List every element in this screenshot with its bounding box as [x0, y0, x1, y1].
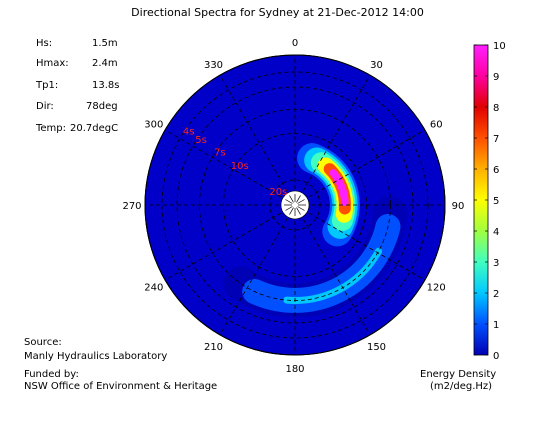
direction-labels: 0 30 60 90 120 150 180 210 240 270 300 330 — [122, 38, 464, 375]
period-tick-label: 5s — [195, 135, 207, 146]
primary-swell-band — [329, 169, 349, 207]
colorbar-label-line1: Energy Density — [420, 369, 497, 380]
colorbar-tick-label: 5 — [493, 196, 499, 207]
period-ring — [223, 133, 367, 277]
direction-tick-label: 240 — [144, 283, 163, 294]
colorbar-tick-label: 10 — [493, 41, 506, 52]
tp1-label: Tp1: — [36, 80, 59, 91]
direction-spoke — [219, 74, 288, 192]
hub-tick — [285, 199, 293, 204]
temp-value: 20.7degC — [70, 123, 119, 134]
hub-tick — [297, 206, 305, 211]
colorbar-tick-label: 8 — [493, 103, 499, 114]
funding-label: Funded by: — [24, 369, 79, 380]
direction-tick-label: 150 — [367, 342, 386, 353]
period-tick-label: 20s — [269, 187, 287, 198]
direction-spoke — [164, 129, 282, 198]
hub-tick — [296, 195, 301, 203]
outer-ring — [144, 54, 446, 356]
funding-value: NSW Office of Environment & Heritage — [24, 381, 218, 392]
period-ring — [161, 71, 429, 339]
hub-tick — [296, 207, 301, 215]
colorbar-tick-label: 6 — [493, 165, 499, 176]
hs-value: 1.5m — [92, 38, 118, 49]
secondary-swell-band — [283, 247, 382, 304]
direction-tick-label: 30 — [370, 60, 383, 71]
direction-tick-label: 0 — [292, 38, 298, 49]
direction-tick-label: 330 — [204, 60, 223, 71]
colorbar-tick-label: 4 — [493, 227, 499, 238]
direction-spoke — [302, 218, 371, 336]
dir-value: 78deg — [86, 101, 118, 112]
hs-label: Hs: — [36, 38, 53, 49]
period-tick-label: 10s — [231, 161, 249, 172]
direction-spoke — [308, 212, 426, 281]
hub-tick — [289, 207, 294, 215]
period-tick-label: 7s — [214, 148, 226, 159]
tp1-value: 13.8s — [92, 80, 120, 91]
direction-spoke — [302, 74, 371, 192]
direction-tick-label: 180 — [285, 364, 304, 375]
direction-spoke — [219, 218, 288, 336]
colorbar-label-line2: (m2/deg.Hz) — [430, 381, 493, 392]
hub-tick — [297, 199, 305, 204]
temp-label: Temp: — [36, 123, 67, 134]
direction-spoke — [308, 129, 426, 198]
hmax-label: Hmax: — [36, 58, 69, 69]
hub-tick — [285, 206, 293, 211]
colorbar: 0 1 2 3 4 5 6 7 8 9 10 — [473, 41, 506, 362]
direction-tick-label: 270 — [122, 201, 141, 212]
polar-grid — [144, 54, 446, 356]
colorbar-tick-label: 9 — [493, 72, 499, 83]
chart-title: Directional Spectra for Sydney at 21-Dec… — [131, 6, 424, 19]
colorbar-tick-label: 3 — [493, 258, 499, 269]
colorbar-tick-label: 0 — [493, 351, 499, 362]
direction-tick-label: 90 — [452, 201, 465, 212]
dir-label: Dir: — [36, 101, 54, 112]
direction-tick-label: 210 — [204, 342, 223, 353]
hmax-value: 2.4m — [92, 58, 118, 69]
centre-hub — [280, 190, 310, 220]
hub-tick — [289, 195, 294, 203]
period-tick-label: 4s — [183, 127, 195, 138]
direction-tick-label: 120 — [427, 283, 446, 294]
direction-spoke — [164, 212, 282, 281]
colorbar-tick-label: 2 — [493, 289, 499, 300]
colorbar-tick-label: 7 — [493, 134, 499, 145]
direction-tick-label: 60 — [430, 120, 443, 131]
colorbar-tick-label: 1 — [493, 320, 499, 331]
source-value: Manly Hydraulics Laboratory — [24, 351, 168, 362]
direction-tick-label: 300 — [144, 120, 163, 131]
source-label: Source: — [24, 337, 62, 348]
